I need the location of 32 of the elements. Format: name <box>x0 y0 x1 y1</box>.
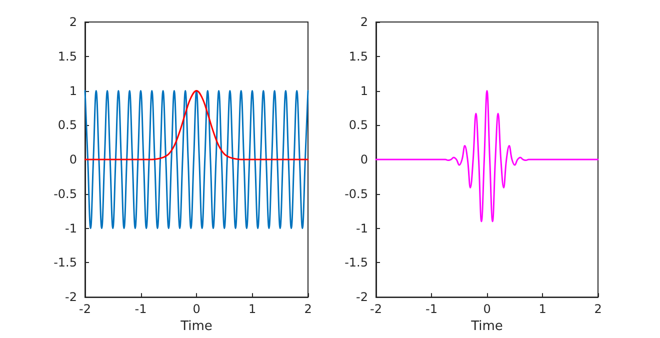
y-tick-label: 0 <box>360 152 368 167</box>
y-tick-label: 0 <box>69 152 77 167</box>
x-tick-label: -2 <box>79 302 91 316</box>
y-tick-label: -1 <box>65 221 77 236</box>
x-tick-label: -1 <box>426 302 438 316</box>
x-axis-title: Time <box>470 319 503 334</box>
y-tick-label: 0.5 <box>348 118 368 132</box>
y-tick-label: -2 <box>356 290 368 304</box>
y-tick-label: -1 <box>356 221 368 236</box>
y-tick-label: -1.5 <box>54 256 77 270</box>
y-tick-label: 1.5 <box>58 49 77 64</box>
x-tick-label: 2 <box>594 302 602 316</box>
x-tick-label: 1 <box>538 302 546 316</box>
line-series <box>84 90 309 160</box>
y-tick-label: -2 <box>65 290 77 304</box>
y-tick-label: 1 <box>69 84 77 98</box>
x-tick-label: 0 <box>483 302 491 316</box>
x-tick-label: 1 <box>248 302 256 316</box>
y-tick-label: 2 <box>360 15 368 29</box>
y-tick-label: -1.5 <box>344 256 368 270</box>
line-series <box>375 90 599 222</box>
y-tick-label: 1 <box>360 84 368 98</box>
y-tick-label: -0.5 <box>54 186 77 201</box>
x-tick-label: 2 <box>304 302 312 316</box>
x-tick-label: -2 <box>370 302 382 316</box>
x-tick-label: -1 <box>134 302 147 316</box>
y-tick-label: 0.5 <box>58 118 77 132</box>
y-tick-label: 2 <box>69 15 77 29</box>
x-tick-label: 0 <box>192 302 200 316</box>
y-tick-label: -0.5 <box>344 186 368 201</box>
y-tick-label: 1.5 <box>348 49 368 64</box>
x-axis-title: Time <box>180 319 212 334</box>
